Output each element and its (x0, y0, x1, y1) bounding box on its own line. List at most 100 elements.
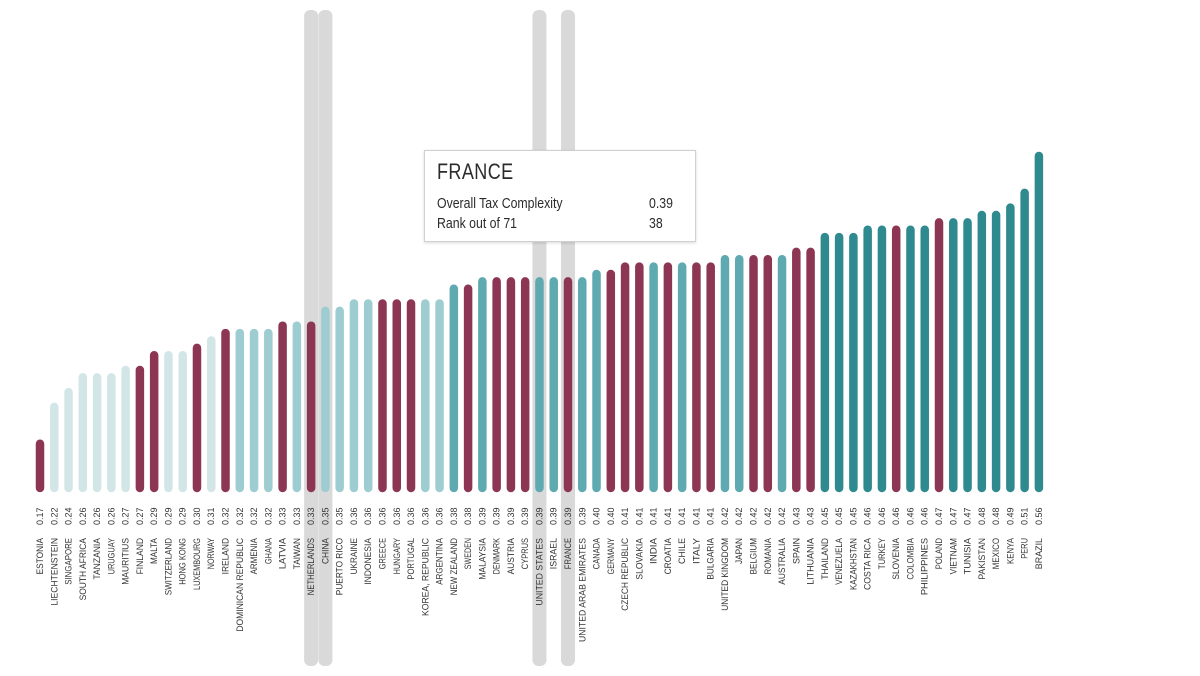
value-label-chile: 0.41 (677, 507, 687, 525)
value-label-korea-republic: 0.36 (420, 507, 430, 525)
category-label-south-africa: SOUTH AFRICA (78, 538, 88, 600)
category-label-japan: JAPAN (734, 538, 744, 564)
value-label-india: 0.41 (649, 507, 659, 525)
category-label-denmark: DENMARK (492, 538, 502, 574)
value-label-sweden: 0.38 (463, 507, 473, 525)
category-label-ireland: IRELAND (221, 538, 231, 575)
category-label-peru: PERU (1020, 538, 1030, 559)
category-label-croatia: CROATIA (663, 538, 673, 574)
value-label-peru: 0.51 (1020, 507, 1030, 525)
category-label-costa-rica: COSTA RICA (863, 538, 873, 590)
value-label-slovakia: 0.41 (634, 507, 644, 525)
value-label-brazil: 0.56 (1034, 507, 1044, 525)
category-label-canada: CANADA (592, 538, 602, 569)
value-label-belgium: 0.42 (749, 507, 759, 525)
value-label-thailand: 0.45 (820, 507, 830, 525)
category-label-pakistan: PAKISTAN (977, 538, 987, 580)
category-label-tanzania: TANZANIA (92, 538, 102, 580)
category-label-thailand: THAILAND (820, 538, 830, 580)
value-label-cyprus: 0.39 (520, 507, 530, 525)
value-label-turkey: 0.46 (877, 507, 887, 525)
category-label-slovenia: SLOVENIA (891, 538, 901, 580)
category-label-greece: GREECE (377, 538, 387, 569)
value-label-vietnam: 0.47 (948, 507, 958, 525)
value-label-poland: 0.47 (934, 507, 944, 525)
value-label-liechtenstein: 0.22 (49, 507, 59, 525)
category-label-norway: NORWAY (206, 538, 216, 569)
value-label-pakistan: 0.48 (977, 507, 987, 525)
tooltip-rank-row: Rank out of 71 38 (437, 215, 683, 235)
value-label-mexico: 0.48 (991, 507, 1001, 525)
value-label-japan: 0.42 (734, 507, 744, 525)
category-label-brazil: BRAZIL (1034, 538, 1044, 569)
value-label-finland: 0.27 (135, 507, 145, 525)
value-label-kazakhstan: 0.45 (848, 507, 858, 525)
value-label-bulgaria: 0.41 (706, 507, 716, 525)
category-label-finland: FINLAND (135, 538, 145, 575)
value-label-united-states: 0.39 (534, 507, 544, 525)
category-label-kazakhstan: KAZAKHSTAN (848, 538, 858, 590)
category-label-slovakia: SLOVAKIA (634, 538, 644, 580)
value-label-tanzania: 0.26 (92, 507, 102, 525)
category-label-poland: POLAND (934, 538, 944, 570)
category-label-germany: GERMANY (606, 538, 616, 574)
category-label-united-states: UNITED STATES (534, 538, 544, 606)
value-label-costa-rica: 0.46 (863, 507, 873, 525)
category-label-vietnam: VIETNAM (948, 538, 958, 574)
tooltip-rank-value: 38 (649, 215, 663, 232)
value-label-hong-kong: 0.29 (178, 507, 188, 525)
category-label-singapore: SINGAPORE (64, 538, 74, 585)
hover-tooltip: FRANCE Overall Tax Complexity 0.39 Rank … (424, 150, 696, 242)
tooltip-country: FRANCE (437, 159, 514, 184)
category-label-malta: MALTA (149, 538, 159, 564)
category-label-venezuela: VENEZUELA (834, 538, 844, 585)
category-label-belgium: BELGIUM (749, 538, 759, 574)
value-label-germany: 0.40 (606, 507, 616, 525)
category-label-estonia: ESTONIA (35, 538, 45, 574)
tooltip-rank-label: Rank out of 71 (437, 215, 518, 232)
value-label-puerto-rico: 0.35 (335, 507, 345, 525)
tooltip-metric-row: Overall Tax Complexity 0.39 (437, 195, 683, 215)
value-label-italy: 0.41 (691, 507, 701, 525)
category-label-philippines: PHILIPPINES (920, 538, 930, 595)
category-label-bulgaria: BULGARIA (706, 538, 716, 580)
category-label-cyprus: CYPRUS (520, 538, 530, 569)
value-labels-group: 0.17 0.22 0.24 0.26 0.26 0.26 0.27 0.27 0.29 0.29… (35, 507, 1044, 525)
value-label-estonia: 0.17 (35, 507, 45, 525)
value-label-singapore: 0.24 (64, 507, 74, 525)
category-label-italy: ITALY (691, 538, 701, 564)
value-label-australia: 0.42 (777, 507, 787, 525)
category-label-australia: AUSTRALIA (777, 538, 787, 585)
value-label-dominican-republic: 0.32 (235, 507, 245, 525)
category-label-netherlands: NETHERLANDS (306, 538, 316, 595)
value-label-greece: 0.36 (377, 507, 387, 525)
category-label-liechtenstein: LIECHTENSTEIN (49, 538, 59, 606)
category-label-united-kingdom: UNITED KINGDOM (720, 538, 730, 611)
value-label-kenya: 0.49 (1005, 507, 1015, 525)
category-label-czech-republic: CZECH REPUBLIC (620, 538, 630, 611)
category-label-israel: ISRAEL (549, 538, 559, 569)
value-label-indonesia: 0.36 (363, 507, 373, 525)
bars-group (35, 151, 1044, 493)
category-label-china: CHINA (320, 538, 330, 564)
value-label-south-africa: 0.26 (78, 507, 88, 525)
value-label-spain: 0.43 (791, 507, 801, 525)
category-label-ukraine: UKRAINE (349, 538, 359, 574)
value-label-croatia: 0.41 (663, 507, 673, 525)
category-label-new-zealand: NEW ZEALAND (449, 538, 459, 596)
category-label-chile: CHILE (677, 538, 687, 564)
category-label-france: FRANCE (563, 538, 573, 569)
value-label-united-arab-emirates: 0.39 (577, 507, 587, 525)
category-label-mauritius: MAURITIUS (121, 538, 131, 585)
tooltip-metric-label: Overall Tax Complexity (437, 195, 563, 212)
value-label-china: 0.35 (320, 507, 330, 525)
category-label-switzerland: SWITZERLAND (163, 538, 173, 596)
value-label-hungary: 0.36 (392, 507, 402, 525)
value-label-ghana: 0.32 (263, 507, 273, 525)
value-label-slovenia: 0.46 (891, 507, 901, 525)
value-label-netherlands: 0.33 (306, 507, 316, 525)
category-label-malaysia: MALAYSIA (477, 538, 487, 580)
value-label-malta: 0.29 (149, 507, 159, 525)
value-label-philippines: 0.46 (920, 507, 930, 525)
